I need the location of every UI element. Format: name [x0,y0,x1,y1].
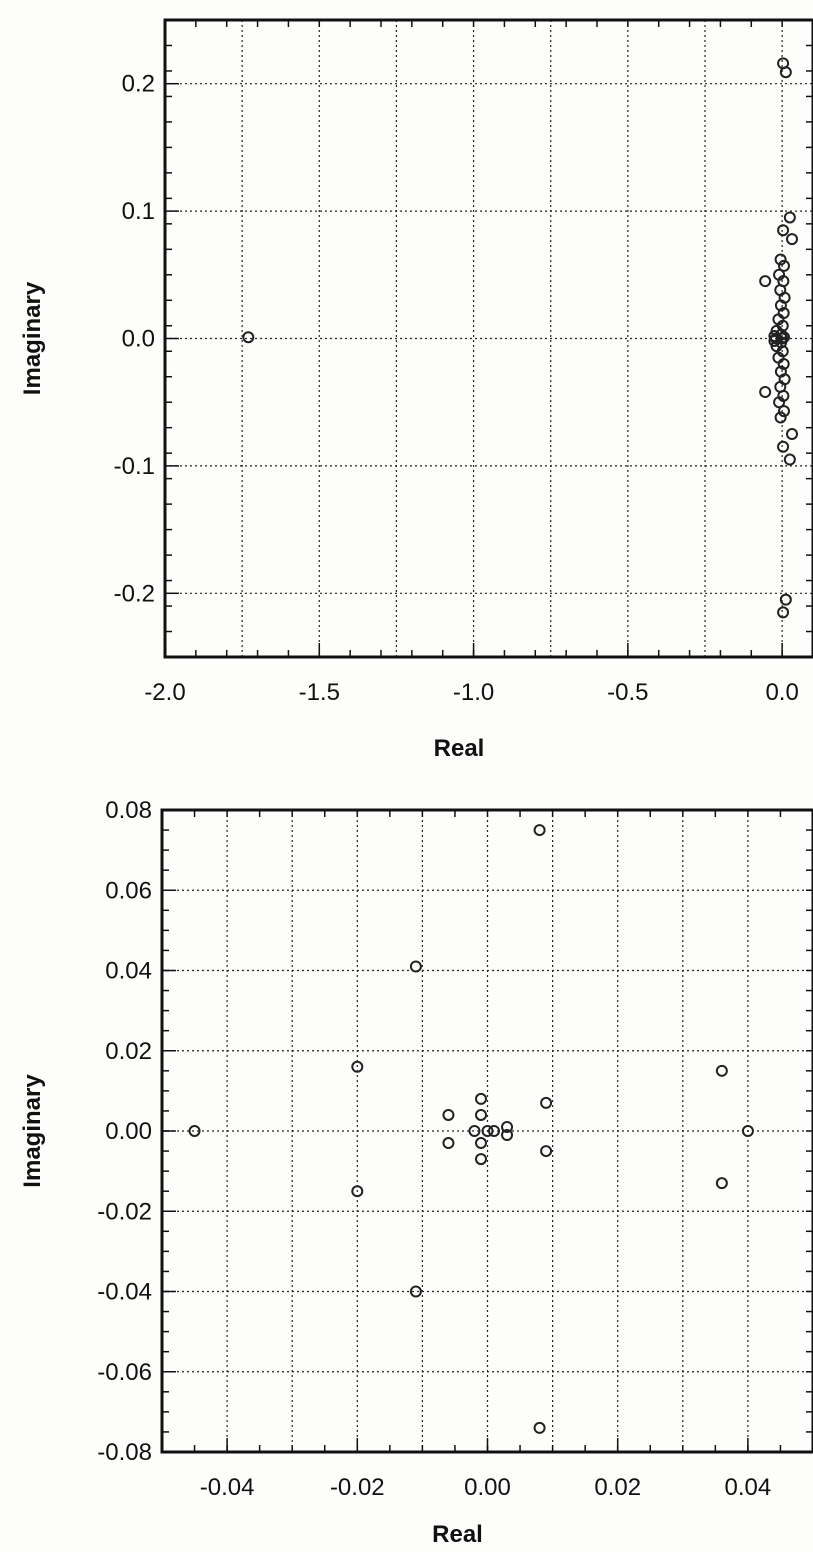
x-axis-title: Real [432,1521,483,1548]
data-point [759,275,772,288]
y-tick-labels: 0.08 0.06 0.04 0.02 0.00 -0.02 -0.04 -0.06 -0.08 [97,797,152,1466]
points-layer [188,824,754,1434]
data-point [474,1153,487,1166]
data-point [188,1125,201,1137]
y-tick-label: 0.02 [105,1038,152,1065]
data-point [409,960,422,973]
data-point [533,1421,546,1434]
data-point [776,332,789,345]
data-point [741,1125,754,1137]
data-point [768,329,781,342]
data-point [533,824,546,837]
y-tick-label: 0.1 [122,198,155,225]
y-tick-label: 0.2 [122,71,155,98]
data-point [488,1125,501,1137]
data-point [774,253,787,266]
y-axis-title: Imaginary [19,281,46,395]
data-point [783,453,796,466]
data-point [481,1125,494,1137]
data-point [777,224,790,237]
x-tick-label: 0.02 [594,1474,641,1501]
data-point [774,365,787,378]
data-point [759,386,772,399]
y-tick-label: -0.1 [114,453,155,480]
data-point [779,66,792,79]
y-tick-label: 0.08 [105,797,152,824]
data-point [786,233,799,246]
data-point [777,259,790,272]
y-tick-label: 0.0 [122,326,155,353]
data-point [351,1185,364,1198]
data-point [777,440,790,453]
x-tick-label: -0.5 [607,679,648,706]
y-tick-labels: 0.2 0.1 0.0 -0.1 -0.2 [114,71,155,608]
data-point [501,1120,514,1133]
x-axis-title: Real [434,735,485,762]
x-tick-label: -0.02 [330,1474,385,1501]
x-tick-labels: -0.04 -0.02 0.00 0.02 0.04 [200,1474,772,1501]
data-point [786,428,799,441]
x-tick-label: 0.04 [725,1474,772,1501]
data-point [409,1285,422,1298]
y-tick-label: -0.06 [97,1359,152,1386]
tick-marks [164,19,813,658]
points-layer [242,57,799,619]
y-tick-label: -0.2 [114,580,155,607]
y-tick-label: 0.04 [105,958,152,985]
data-point [783,211,796,224]
data-point [242,331,255,344]
y-axis-title: Imaginary [19,1074,46,1188]
y-tick-label: 0.00 [105,1118,152,1145]
grid-lines [165,20,813,657]
y-tick-label: -0.04 [97,1279,152,1306]
y-tick-label: -0.08 [97,1439,152,1466]
y-tick-label: -0.02 [97,1198,152,1225]
data-point [468,1125,481,1137]
data-point [351,1060,364,1073]
y-tick-label: 0.06 [105,877,152,904]
data-point [474,1108,487,1121]
data-point [501,1129,514,1142]
pole-plot-zoomed: -0.04 -0.02 0.00 0.02 0.04 0.080.060.040.020… [19,797,813,1548]
tick-marks [161,809,813,1453]
x-tick-labels: -2.0 -1.5 -1.0 -0.5 0.0 [144,679,799,706]
data-point [442,1108,455,1121]
pole-plot-overview: -2.0 -1.5 -1.0 -0.5 0.0 0.2 0.1 0.0 -0.1 -0.2 Re… [19,18,813,762]
data-point [774,299,787,312]
x-tick-label: 0.0 [765,679,798,706]
data-point [474,1137,487,1150]
data-point [715,1177,728,1190]
x-tick-label: -0.04 [200,1474,255,1501]
data-point [715,1064,728,1077]
data-point [768,335,781,348]
data-point [474,1092,487,1105]
data-point [442,1137,455,1150]
data-point [777,405,790,418]
data-point [777,606,790,619]
data-point [540,1145,553,1158]
x-tick-label: 0.00 [464,1474,511,1501]
data-point [774,411,787,424]
x-tick-label: -1.0 [453,679,494,706]
data-point [779,593,792,606]
data-point [540,1096,553,1109]
grid-lines [162,810,813,1452]
x-tick-label: -1.5 [299,679,340,706]
x-tick-label: -2.0 [144,679,185,706]
